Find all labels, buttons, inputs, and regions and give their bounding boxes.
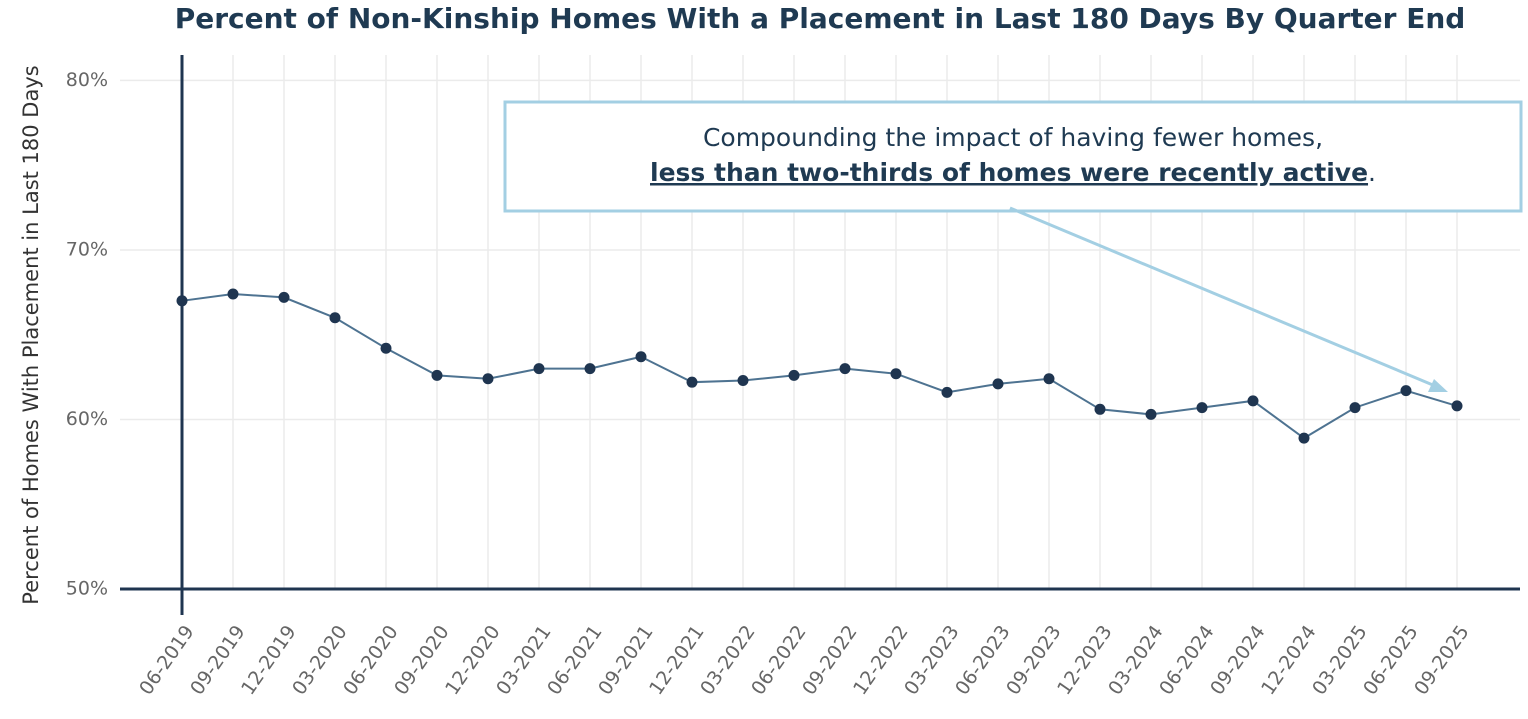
data-point <box>1247 395 1259 407</box>
data-point <box>1400 385 1412 397</box>
y-tick-label: 60% <box>66 408 108 430</box>
data-point <box>584 363 596 375</box>
data-point <box>686 376 698 388</box>
annotation-emphasis: less than two-thirds of homes were recen… <box>650 158 1368 187</box>
data-point <box>635 351 647 363</box>
data-point <box>788 369 800 381</box>
y-axis-title: Percent of Homes With Placement in Last … <box>19 65 43 604</box>
data-point <box>941 386 953 398</box>
data-point <box>1298 432 1310 444</box>
annotation-line: less than two-thirds of homes were recen… <box>650 158 1376 187</box>
data-point <box>1196 402 1208 414</box>
data-point <box>1043 373 1055 385</box>
arrow-head <box>1428 379 1448 392</box>
data-point <box>1349 402 1361 414</box>
annotation-arrow <box>1009 206 1441 390</box>
data-line <box>181 293 1458 440</box>
y-tick-label: 80% <box>66 69 108 91</box>
data-point <box>227 288 239 300</box>
data-point <box>890 368 902 380</box>
data-point <box>431 369 443 381</box>
data-point <box>533 363 545 375</box>
data-point <box>839 363 851 375</box>
data-point <box>737 374 749 386</box>
data-point <box>1094 403 1106 415</box>
data-point <box>176 295 188 307</box>
data-point <box>278 291 290 303</box>
data-point <box>1145 408 1157 420</box>
data-point <box>992 378 1004 390</box>
y-tick-label: 70% <box>66 238 108 260</box>
data-point <box>380 342 392 354</box>
annotation-end: . <box>1368 158 1376 187</box>
data-point <box>482 373 494 385</box>
annotation-box <box>503 100 1523 213</box>
y-tick-label: 50% <box>66 578 108 600</box>
chart-title: Percent of Non-Kinship Homes With a Plac… <box>175 2 1466 35</box>
annotation-line: Compounding the impact of having fewer h… <box>703 123 1323 152</box>
data-point <box>1451 400 1463 412</box>
data-point <box>329 312 341 324</box>
